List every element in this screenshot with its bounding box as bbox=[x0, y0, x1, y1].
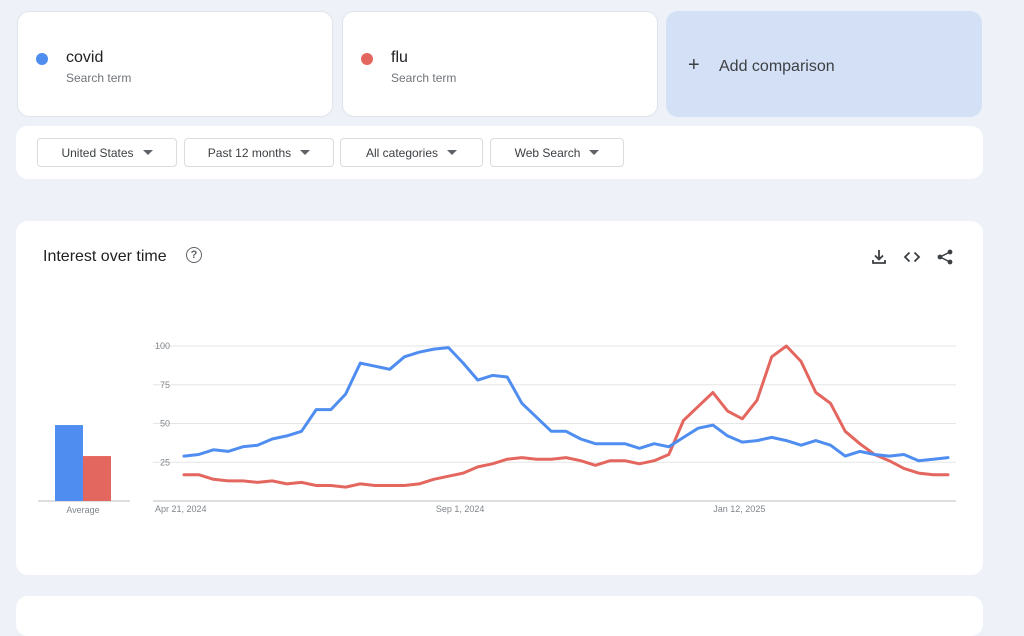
term-name: covid bbox=[66, 49, 104, 66]
plus-icon: + bbox=[688, 54, 700, 76]
dropdown-arrow-icon bbox=[300, 150, 311, 155]
interest-chart: Average 25 50 75 100 Apr 21, 2024 Sep 1, 2024… bbox=[38, 341, 956, 515]
chart-series bbox=[182, 344, 950, 489]
help-circle-icon[interactable]: ? bbox=[186, 247, 202, 263]
filter-region-label: United States bbox=[61, 145, 134, 160]
x-tick-label: Apr 21, 2024 bbox=[155, 504, 207, 514]
dropdown-arrow-icon bbox=[589, 150, 600, 155]
y-tick-label: 25 bbox=[160, 457, 170, 467]
chart-grid: 25 50 75 100 Apr 21, 2024 Sep 1, 2024 Jan 12, … bbox=[153, 341, 956, 514]
average-bar-covid bbox=[55, 425, 83, 501]
y-tick-label: 100 bbox=[155, 341, 170, 351]
download-icon[interactable] bbox=[870, 248, 888, 266]
term-card-covid[interactable]: covid Search term bbox=[17, 11, 333, 117]
y-tick-label: 50 bbox=[160, 419, 170, 429]
average-label: Average bbox=[66, 505, 99, 515]
next-panel bbox=[16, 596, 983, 636]
dropdown-arrow-icon bbox=[447, 150, 458, 155]
filter-category[interactable]: All categories bbox=[340, 138, 483, 167]
share-icon[interactable] bbox=[936, 248, 954, 266]
covid-color-dot bbox=[36, 53, 48, 65]
add-comparison-label: Add comparison bbox=[719, 58, 835, 75]
embed-code-icon[interactable] bbox=[903, 248, 921, 266]
filter-bar: United States Past 12 months All categor… bbox=[16, 126, 983, 179]
interest-over-time-panel: Interest over time ? Average 25 50 75 100 Ap… bbox=[16, 221, 983, 575]
series-line-flu bbox=[182, 344, 950, 489]
flu-color-dot bbox=[361, 53, 373, 65]
term-name: flu bbox=[391, 49, 408, 66]
filter-category-label: All categories bbox=[365, 145, 439, 160]
add-comparison-button[interactable]: + Add comparison bbox=[666, 11, 982, 117]
filter-time-range[interactable]: Past 12 months bbox=[184, 138, 334, 167]
x-tick-label: Sep 1, 2024 bbox=[436, 504, 485, 514]
term-card-flu[interactable]: flu Search term bbox=[342, 11, 658, 117]
y-tick-label: 75 bbox=[160, 380, 170, 390]
panel-title: Interest over time bbox=[43, 248, 167, 265]
average-bars: Average bbox=[38, 425, 130, 515]
filter-region[interactable]: United States bbox=[37, 138, 177, 167]
term-subtitle: Search term bbox=[66, 71, 132, 85]
filter-search-type-label: Web Search bbox=[514, 145, 581, 160]
x-tick-label: Jan 12, 2025 bbox=[713, 504, 765, 514]
filter-search-type[interactable]: Web Search bbox=[490, 138, 624, 167]
filter-time-range-label: Past 12 months bbox=[207, 145, 292, 160]
average-bar-flu bbox=[83, 456, 111, 501]
term-subtitle: Search term bbox=[391, 71, 457, 85]
dropdown-arrow-icon bbox=[142, 150, 153, 155]
series-line-covid bbox=[182, 346, 950, 463]
